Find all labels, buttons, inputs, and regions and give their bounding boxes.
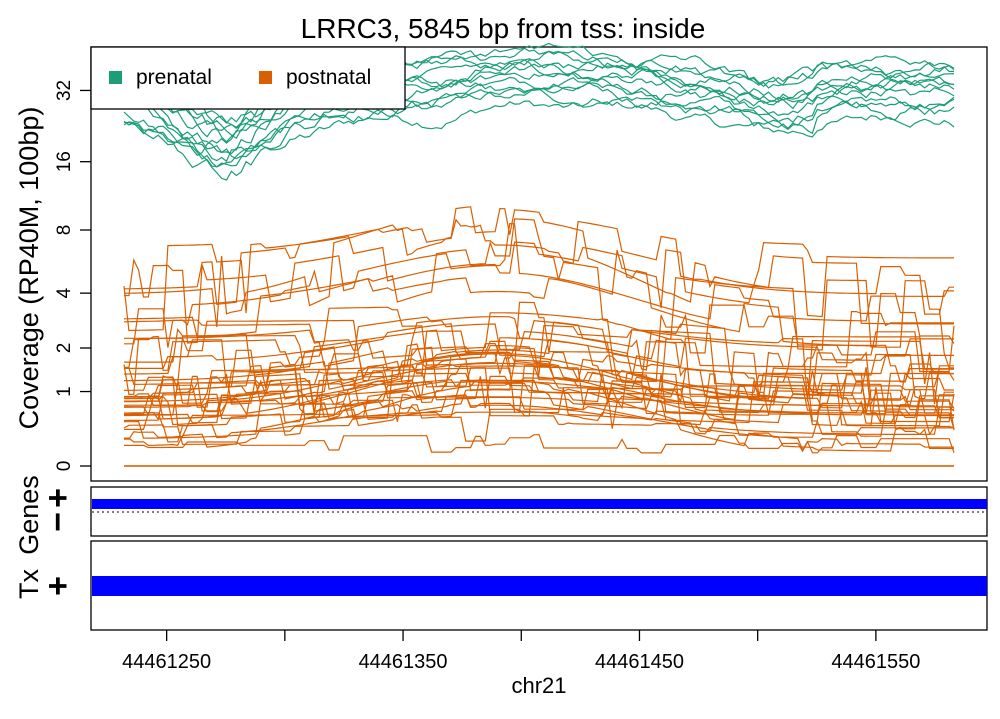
prenatal-series-line — [123, 76, 955, 160]
prenatal-series-line — [123, 76, 955, 181]
postnatal-series-line — [124, 408, 955, 445]
postnatal-series-line — [123, 337, 954, 396]
postnatal-series-line — [124, 382, 954, 429]
gene-feature-bar — [92, 499, 987, 509]
x-tick-label: 44461450 — [595, 651, 684, 673]
y-tick-label: 16 — [54, 151, 75, 172]
postnatal-series-line — [124, 338, 954, 398]
postnatal-series-line — [124, 312, 955, 402]
prenatal-series-group — [123, 42, 955, 181]
y-tick-label: 8 — [54, 225, 75, 236]
postnatal-series-line — [124, 392, 954, 437]
postnatal-series-line — [123, 218, 954, 332]
postnatal-series-line — [124, 324, 954, 405]
y-tick-label: 4 — [54, 287, 75, 298]
postnatal-series-line — [124, 328, 954, 399]
y-tick-label: 2 — [54, 343, 75, 354]
tx-panel-label: Tx — [14, 569, 44, 599]
postnatal-series-line — [123, 316, 954, 382]
postnatal-series-line — [124, 343, 955, 430]
postnatal-series-line — [123, 316, 955, 400]
y-axis-label: Coverage (RP40M, 100bp) — [14, 107, 44, 430]
postnatal-series-line — [124, 339, 954, 419]
postnatal-series-line — [124, 301, 955, 383]
postnatal-series-line — [123, 394, 954, 443]
postnatal-series-line — [124, 261, 954, 369]
postnatal-series-line — [123, 345, 954, 421]
postnatal-series-line — [123, 241, 955, 347]
postnatal-series-line — [124, 365, 954, 427]
legend-label-postnatal: postnatal — [286, 66, 371, 89]
x-tick-label: 44461250 — [122, 651, 211, 673]
postnatal-series-line — [124, 358, 954, 420]
x-axis-label: chr21 — [511, 673, 566, 698]
tx-feature-bar — [92, 576, 987, 596]
chart-title: LRRC3, 5845 bp from tss: inside — [301, 13, 706, 44]
postnatal-series-line — [124, 306, 954, 384]
postnatal-series-group — [123, 206, 955, 467]
legend-box — [90, 46, 406, 110]
x-axis: 44461250 44461350 44461450 44461550 — [122, 630, 920, 673]
y-axis: 0 1 2 4 8 16 32 — [54, 80, 91, 471]
prenatal-series-line — [123, 63, 955, 157]
x-tick-label: 44461550 — [831, 651, 920, 673]
legend: prenatal postnatal — [90, 46, 406, 110]
tx-strand-plus: + — [39, 576, 77, 596]
prenatal-series-line — [123, 57, 955, 140]
legend-label-prenatal: prenatal — [136, 66, 212, 89]
postnatal-series-line — [123, 222, 954, 344]
postnatal-series-line — [123, 206, 954, 328]
genes-strand-plus: + — [39, 488, 77, 508]
genes-panel-label: Genes — [14, 475, 44, 555]
postnatal-series-line — [124, 218, 954, 315]
legend-swatch-prenatal — [109, 71, 122, 84]
prenatal-series-line — [123, 100, 955, 169]
genes-strand-minus: − — [39, 512, 77, 532]
y-tick-label: 1 — [54, 386, 75, 397]
y-tick-label: 32 — [54, 80, 75, 101]
genes-panel-frame — [90, 486, 988, 537]
postnatal-series-line — [124, 434, 955, 454]
legend-swatch-postnatal — [259, 71, 272, 84]
y-tick-label: 0 — [54, 461, 75, 472]
x-tick-label: 44461350 — [359, 651, 448, 673]
